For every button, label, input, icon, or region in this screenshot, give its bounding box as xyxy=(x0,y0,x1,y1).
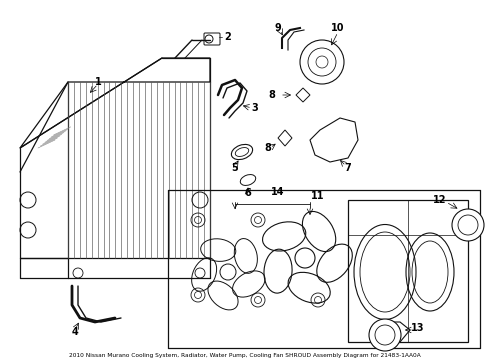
Polygon shape xyxy=(20,58,210,148)
Polygon shape xyxy=(370,322,410,342)
Text: 2: 2 xyxy=(224,32,231,42)
Circle shape xyxy=(300,40,344,84)
Text: 7: 7 xyxy=(344,163,351,173)
Text: 12: 12 xyxy=(433,195,447,205)
Polygon shape xyxy=(296,88,310,102)
Text: 4: 4 xyxy=(72,327,78,337)
Text: 6: 6 xyxy=(245,188,251,198)
Text: 3: 3 xyxy=(252,103,258,113)
Text: 14: 14 xyxy=(271,187,285,197)
Text: 2010 Nissan Murano Cooling System, Radiator, Water Pump, Cooling Fan SHROUD Asse: 2010 Nissan Murano Cooling System, Radia… xyxy=(69,354,421,359)
Text: 11: 11 xyxy=(311,191,325,201)
Polygon shape xyxy=(348,200,468,342)
Text: 8: 8 xyxy=(265,143,271,153)
Text: 5: 5 xyxy=(232,163,238,173)
Text: 1: 1 xyxy=(95,77,101,87)
Text: 8: 8 xyxy=(269,90,275,100)
Text: 13: 13 xyxy=(411,323,425,333)
Polygon shape xyxy=(310,118,358,162)
Text: 10: 10 xyxy=(331,23,345,33)
Circle shape xyxy=(452,209,484,241)
Polygon shape xyxy=(278,130,292,146)
Text: 9: 9 xyxy=(274,23,281,33)
Circle shape xyxy=(369,319,401,351)
